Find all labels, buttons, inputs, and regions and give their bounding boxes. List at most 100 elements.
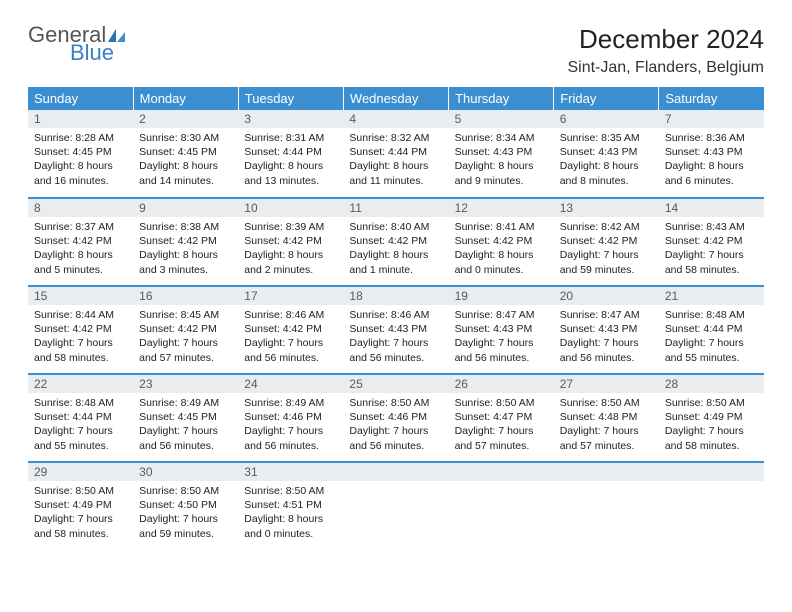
- day-number: 6: [554, 110, 659, 128]
- sunset-text: Sunset: 4:44 PM: [244, 145, 337, 159]
- daylight-text: Daylight: 7 hours and 55 minutes.: [34, 424, 127, 452]
- sunrise-text: Sunrise: 8:50 AM: [455, 396, 548, 410]
- weekday-header: Thursday: [449, 87, 554, 110]
- day-body: Sunrise: 8:49 AMSunset: 4:45 PMDaylight:…: [133, 393, 238, 457]
- calendar-day-cell: 22Sunrise: 8:48 AMSunset: 4:44 PMDayligh…: [28, 374, 133, 462]
- sunrise-text: Sunrise: 8:50 AM: [349, 396, 442, 410]
- sunrise-text: Sunrise: 8:48 AM: [34, 396, 127, 410]
- day-number: 7: [659, 110, 764, 128]
- day-body: Sunrise: 8:32 AMSunset: 4:44 PMDaylight:…: [343, 128, 448, 192]
- sunrise-text: Sunrise: 8:35 AM: [560, 131, 653, 145]
- calendar-week-row: 29Sunrise: 8:50 AMSunset: 4:49 PMDayligh…: [28, 462, 764, 550]
- calendar-day-cell: 30Sunrise: 8:50 AMSunset: 4:50 PMDayligh…: [133, 462, 238, 550]
- daylight-text: Daylight: 7 hours and 56 minutes.: [349, 424, 442, 452]
- day-body: Sunrise: 8:39 AMSunset: 4:42 PMDaylight:…: [238, 217, 343, 281]
- sunrise-text: Sunrise: 8:49 AM: [139, 396, 232, 410]
- calendar-day-cell: 26Sunrise: 8:50 AMSunset: 4:47 PMDayligh…: [449, 374, 554, 462]
- daylight-text: Daylight: 8 hours and 1 minute.: [349, 248, 442, 276]
- calendar-day-cell: 24Sunrise: 8:49 AMSunset: 4:46 PMDayligh…: [238, 374, 343, 462]
- calendar-week-row: 15Sunrise: 8:44 AMSunset: 4:42 PMDayligh…: [28, 286, 764, 374]
- sunset-text: Sunset: 4:47 PM: [455, 410, 548, 424]
- calendar-day-cell: 27Sunrise: 8:50 AMSunset: 4:48 PMDayligh…: [554, 374, 659, 462]
- empty-day-bar: [343, 463, 448, 481]
- daylight-text: Daylight: 7 hours and 55 minutes.: [665, 336, 758, 364]
- day-number: 17: [238, 287, 343, 305]
- day-number: 2: [133, 110, 238, 128]
- day-number: 27: [554, 375, 659, 393]
- sunset-text: Sunset: 4:42 PM: [244, 234, 337, 248]
- daylight-text: Daylight: 8 hours and 3 minutes.: [139, 248, 232, 276]
- daylight-text: Daylight: 7 hours and 58 minutes.: [665, 424, 758, 452]
- sunset-text: Sunset: 4:42 PM: [139, 322, 232, 336]
- day-number: 4: [343, 110, 448, 128]
- calendar-day-cell: 8Sunrise: 8:37 AMSunset: 4:42 PMDaylight…: [28, 198, 133, 286]
- daylight-text: Daylight: 8 hours and 9 minutes.: [455, 159, 548, 187]
- daylight-text: Daylight: 7 hours and 56 minutes.: [139, 424, 232, 452]
- location: Sint-Jan, Flanders, Belgium: [567, 59, 764, 77]
- calendar-day-cell: 13Sunrise: 8:42 AMSunset: 4:42 PMDayligh…: [554, 198, 659, 286]
- day-body: Sunrise: 8:40 AMSunset: 4:42 PMDaylight:…: [343, 217, 448, 281]
- daylight-text: Daylight: 7 hours and 59 minutes.: [139, 512, 232, 540]
- sunrise-text: Sunrise: 8:34 AM: [455, 131, 548, 145]
- sunrise-text: Sunrise: 8:50 AM: [139, 484, 232, 498]
- sunrise-text: Sunrise: 8:48 AM: [665, 308, 758, 322]
- day-body: Sunrise: 8:30 AMSunset: 4:45 PMDaylight:…: [133, 128, 238, 192]
- calendar-day-cell: 5Sunrise: 8:34 AMSunset: 4:43 PMDaylight…: [449, 110, 554, 198]
- calendar-day-cell: 14Sunrise: 8:43 AMSunset: 4:42 PMDayligh…: [659, 198, 764, 286]
- daylight-text: Daylight: 7 hours and 57 minutes.: [139, 336, 232, 364]
- daylight-text: Daylight: 7 hours and 56 minutes.: [349, 336, 442, 364]
- empty-day-bar: [554, 463, 659, 481]
- sunrise-text: Sunrise: 8:49 AM: [244, 396, 337, 410]
- sunrise-text: Sunrise: 8:32 AM: [349, 131, 442, 145]
- sunset-text: Sunset: 4:44 PM: [349, 145, 442, 159]
- calendar-day-cell: 28Sunrise: 8:50 AMSunset: 4:49 PMDayligh…: [659, 374, 764, 462]
- sunset-text: Sunset: 4:43 PM: [560, 145, 653, 159]
- day-number: 10: [238, 199, 343, 217]
- day-body: Sunrise: 8:48 AMSunset: 4:44 PMDaylight:…: [28, 393, 133, 457]
- sunset-text: Sunset: 4:45 PM: [34, 145, 127, 159]
- day-number: 16: [133, 287, 238, 305]
- day-body: Sunrise: 8:37 AMSunset: 4:42 PMDaylight:…: [28, 217, 133, 281]
- calendar-day-cell: 29Sunrise: 8:50 AMSunset: 4:49 PMDayligh…: [28, 462, 133, 550]
- sunset-text: Sunset: 4:48 PM: [560, 410, 653, 424]
- calendar-day-cell: 2Sunrise: 8:30 AMSunset: 4:45 PMDaylight…: [133, 110, 238, 198]
- day-number: 8: [28, 199, 133, 217]
- day-number: 22: [28, 375, 133, 393]
- sunrise-text: Sunrise: 8:47 AM: [455, 308, 548, 322]
- sunrise-text: Sunrise: 8:50 AM: [244, 484, 337, 498]
- day-number: 14: [659, 199, 764, 217]
- daylight-text: Daylight: 7 hours and 58 minutes.: [665, 248, 758, 276]
- calendar-day-cell: 10Sunrise: 8:39 AMSunset: 4:42 PMDayligh…: [238, 198, 343, 286]
- sunrise-text: Sunrise: 8:30 AM: [139, 131, 232, 145]
- calendar-day-cell: 21Sunrise: 8:48 AMSunset: 4:44 PMDayligh…: [659, 286, 764, 374]
- day-number: 15: [28, 287, 133, 305]
- weekday-header: Wednesday: [343, 87, 448, 110]
- calendar-week-row: 22Sunrise: 8:48 AMSunset: 4:44 PMDayligh…: [28, 374, 764, 462]
- day-number: 26: [449, 375, 554, 393]
- sunrise-text: Sunrise: 8:50 AM: [34, 484, 127, 498]
- sunset-text: Sunset: 4:45 PM: [139, 145, 232, 159]
- empty-day-bar: [449, 463, 554, 481]
- daylight-text: Daylight: 7 hours and 59 minutes.: [560, 248, 653, 276]
- sunset-text: Sunset: 4:43 PM: [349, 322, 442, 336]
- calendar-day-cell: 11Sunrise: 8:40 AMSunset: 4:42 PMDayligh…: [343, 198, 448, 286]
- empty-day-bar: [659, 463, 764, 481]
- calendar-day-cell: 7Sunrise: 8:36 AMSunset: 4:43 PMDaylight…: [659, 110, 764, 198]
- sunset-text: Sunset: 4:43 PM: [665, 145, 758, 159]
- daylight-text: Daylight: 8 hours and 16 minutes.: [34, 159, 127, 187]
- day-body: Sunrise: 8:28 AMSunset: 4:45 PMDaylight:…: [28, 128, 133, 192]
- day-body: Sunrise: 8:38 AMSunset: 4:42 PMDaylight:…: [133, 217, 238, 281]
- day-number: 24: [238, 375, 343, 393]
- title-block: December 2024 Sint-Jan, Flanders, Belgiu…: [567, 24, 764, 77]
- daylight-text: Daylight: 8 hours and 0 minutes.: [455, 248, 548, 276]
- sunset-text: Sunset: 4:44 PM: [665, 322, 758, 336]
- sunrise-text: Sunrise: 8:45 AM: [139, 308, 232, 322]
- calendar-day-cell: [659, 462, 764, 550]
- calendar-week-row: 1Sunrise: 8:28 AMSunset: 4:45 PMDaylight…: [28, 110, 764, 198]
- sunrise-text: Sunrise: 8:36 AM: [665, 131, 758, 145]
- daylight-text: Daylight: 8 hours and 11 minutes.: [349, 159, 442, 187]
- daylight-text: Daylight: 8 hours and 13 minutes.: [244, 159, 337, 187]
- sunset-text: Sunset: 4:42 PM: [455, 234, 548, 248]
- sunrise-text: Sunrise: 8:37 AM: [34, 220, 127, 234]
- calendar-day-cell: 3Sunrise: 8:31 AMSunset: 4:44 PMDaylight…: [238, 110, 343, 198]
